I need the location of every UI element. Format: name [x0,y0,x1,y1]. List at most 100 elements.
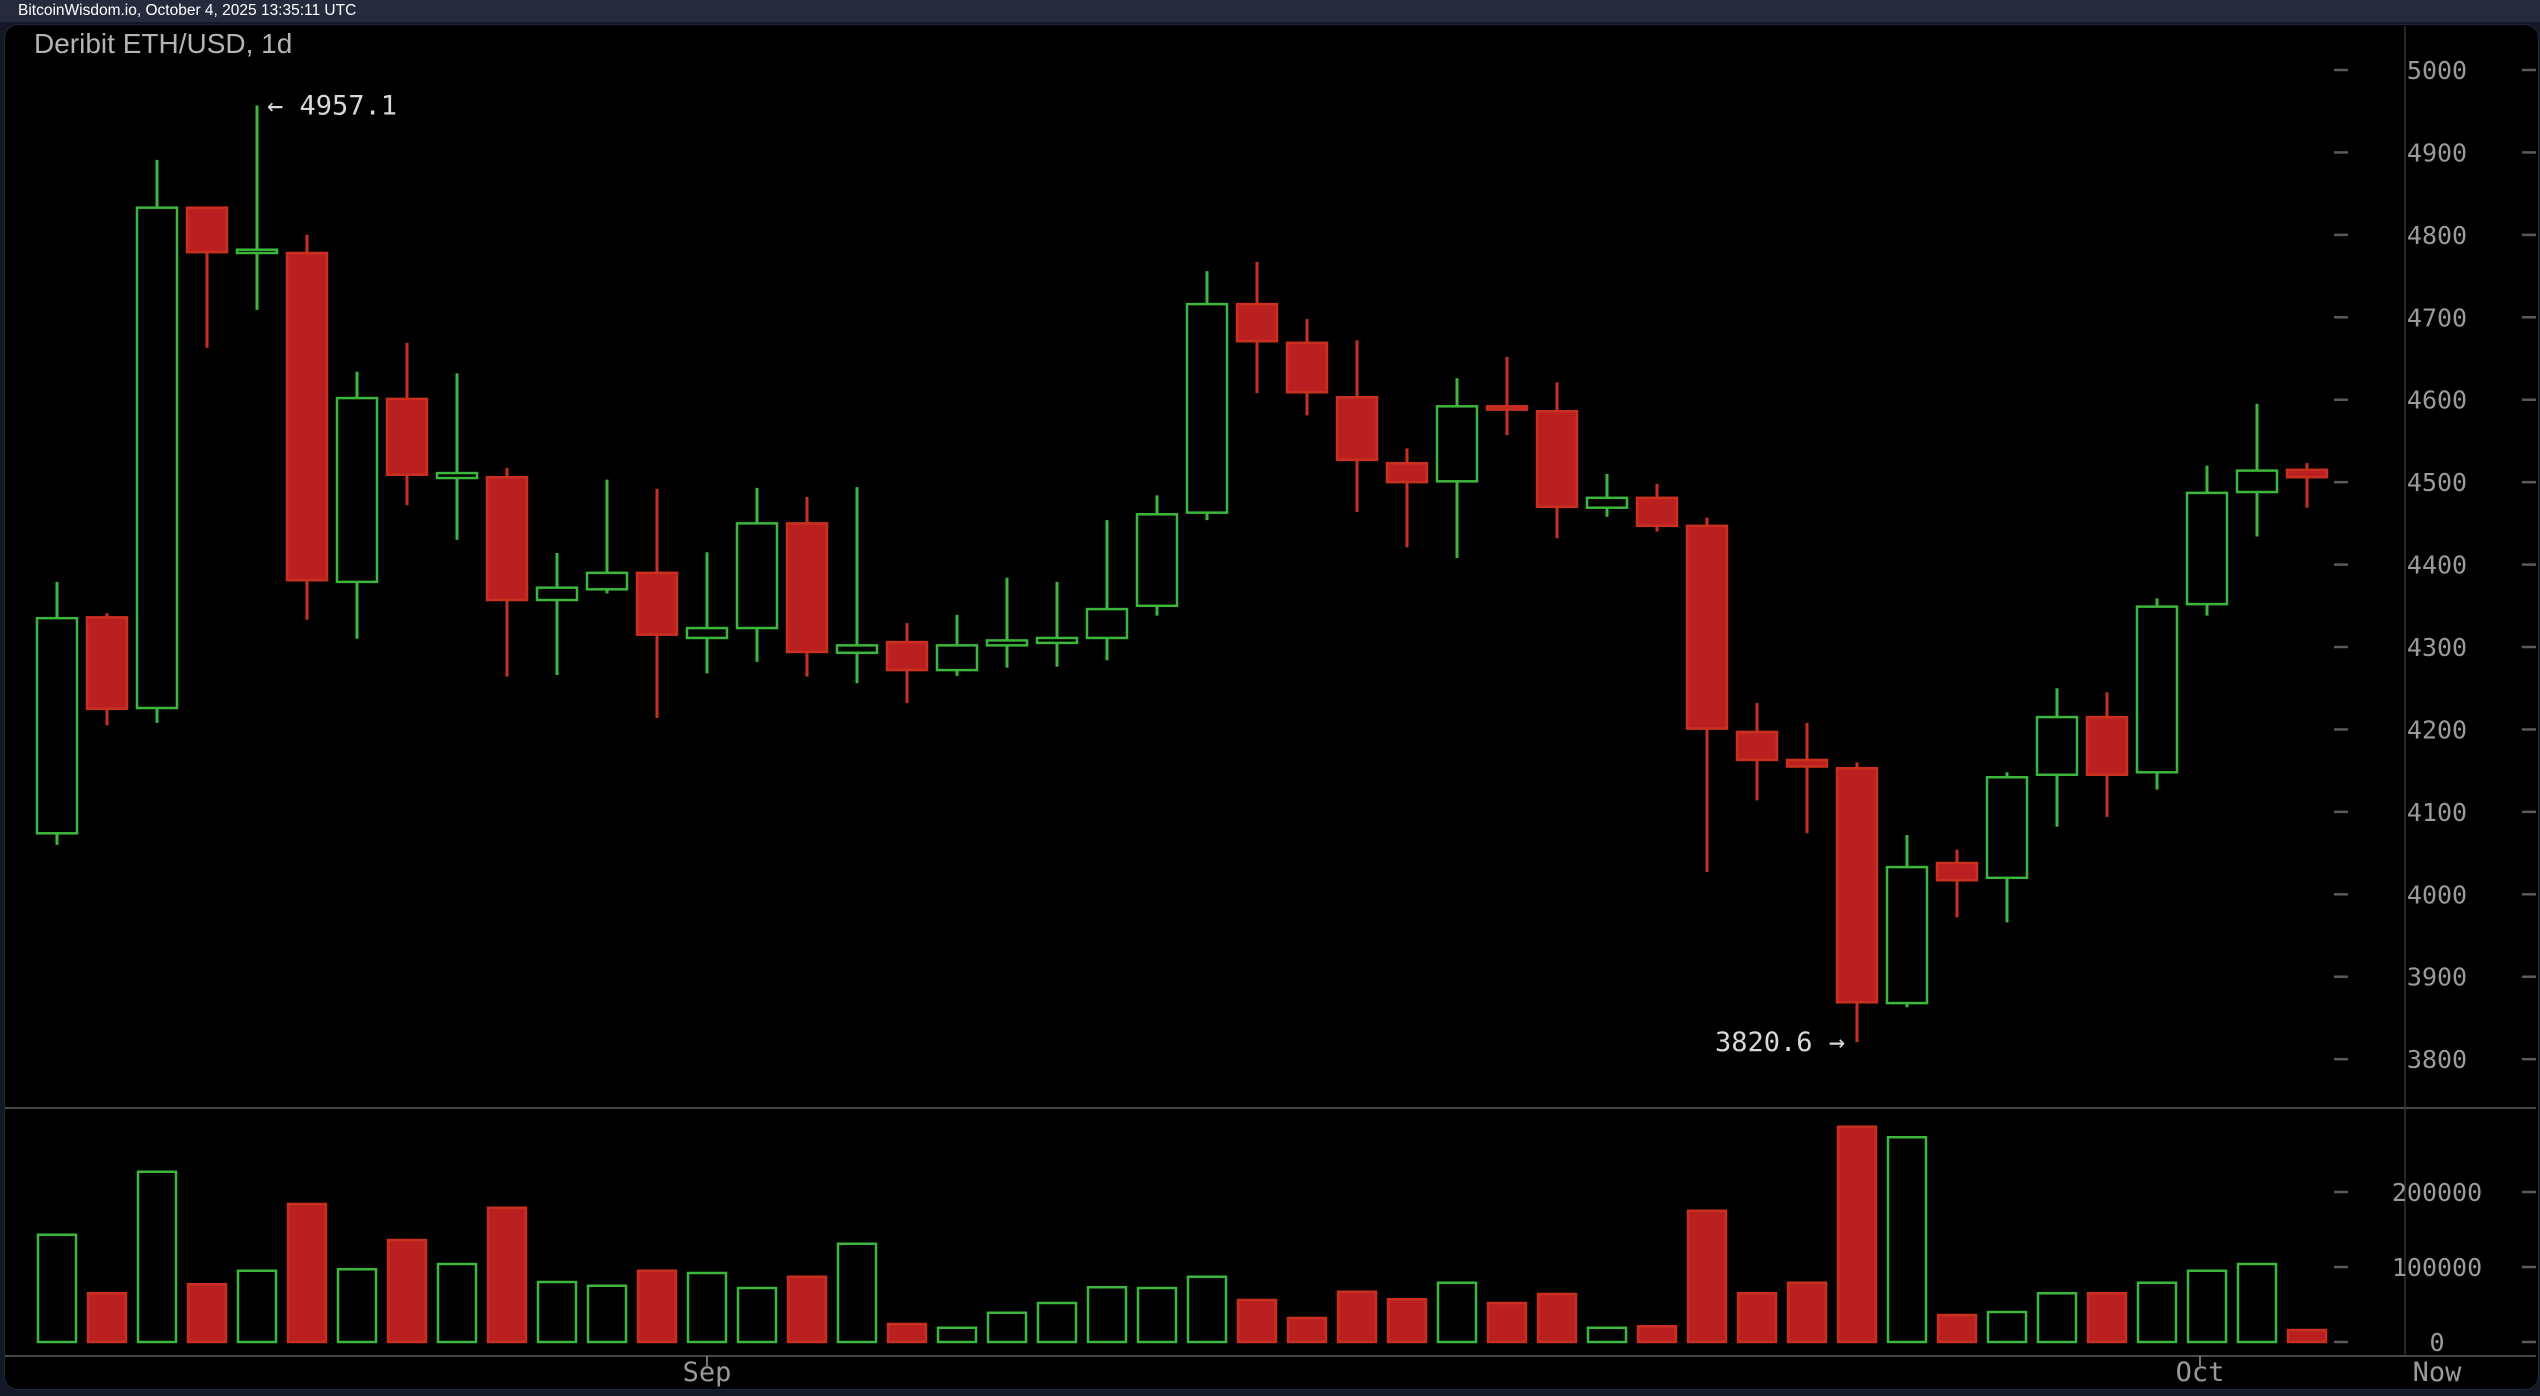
volume-bar[interactable] [486,1206,528,1344]
volume-bar[interactable] [436,1262,478,1344]
candle-body[interactable] [1985,775,2029,880]
candle-body[interactable] [2035,715,2079,777]
candle-body[interactable] [685,626,729,640]
candle-body[interactable] [285,251,329,582]
candle-body[interactable] [1635,496,1679,528]
volume-bar[interactable] [1886,1136,1928,1344]
volume-bar[interactable] [2136,1281,2178,1344]
price-axis-label: 4800 [2407,221,2467,250]
candle-body[interactable] [1235,302,1279,343]
volume-bar[interactable] [1336,1290,1378,1344]
volume-bar[interactable] [886,1322,928,1344]
chart-panel[interactable] [4,24,2539,1390]
candle-body[interactable] [985,639,1029,647]
candle-body[interactable] [2185,491,2229,606]
volume-bar[interactable] [936,1326,978,1344]
candle-body[interactable] [1485,405,1529,411]
candle-body[interactable] [1585,496,1629,509]
candle-body[interactable] [485,475,529,602]
volume-bar[interactable] [1536,1292,1578,1344]
candle-body[interactable] [1835,766,1879,1004]
candle-body[interactable] [135,206,179,710]
candle-body[interactable] [2135,605,2179,774]
candle-body[interactable] [535,586,579,602]
volume-bar[interactable] [786,1275,828,1344]
volume-bar[interactable] [386,1238,428,1344]
candle-body[interactable] [185,206,229,254]
volume-bar[interactable] [1036,1301,1078,1344]
volume-bar[interactable] [36,1233,78,1344]
candle-body[interactable] [935,644,979,672]
volume-bar[interactable] [1586,1326,1628,1344]
volume-bar[interactable] [536,1280,578,1344]
candle-body[interactable] [1185,302,1229,514]
volume-bar[interactable] [1936,1313,1978,1344]
volume-bar[interactable] [1186,1275,1228,1344]
candle-body[interactable] [435,471,479,480]
volume-bar[interactable] [1736,1292,1778,1344]
volume-bar[interactable] [1636,1325,1678,1344]
candle-body[interactable] [2235,469,2279,494]
candle-body[interactable] [1285,341,1329,394]
volume-bar[interactable] [1986,1310,2028,1344]
candle-body[interactable] [1435,405,1479,483]
candle-body[interactable] [885,640,929,672]
volume-bar[interactable] [86,1292,128,1344]
volume-bar[interactable] [1436,1281,1478,1344]
candle-body[interactable] [1785,758,1829,768]
candle-body[interactable] [1685,524,1729,730]
candle-body[interactable] [1735,730,1779,762]
candle-body[interactable] [335,396,379,584]
volume-bar[interactable] [736,1286,778,1344]
candle-body[interactable] [635,571,679,636]
volume-bar[interactable] [136,1170,178,1344]
candle-body[interactable] [1085,607,1129,640]
volume-bar[interactable] [1236,1298,1278,1344]
volume-bar[interactable] [286,1202,328,1344]
candle-body[interactable] [85,616,129,711]
volume-axis-label: 0 [2429,1328,2444,1357]
volume-bar[interactable] [2186,1269,2228,1344]
volume-bar[interactable] [836,1242,878,1344]
candle-body[interactable] [235,248,279,255]
volume-bar[interactable] [236,1269,278,1344]
candle-body[interactable] [1885,865,1929,1005]
volume-bar[interactable] [686,1271,728,1344]
volume-bar[interactable] [586,1284,628,1344]
candle-body[interactable] [1135,513,1179,608]
candle-body[interactable] [1935,861,1979,882]
volume-bar[interactable] [1136,1286,1178,1344]
price-axis-label: 4700 [2407,303,2467,332]
candle-body[interactable] [2085,715,2129,777]
candle-body[interactable] [385,397,429,476]
candle-body[interactable] [785,522,829,654]
volume-bar[interactable] [1686,1209,1728,1344]
volume-bar[interactable] [2086,1292,2128,1344]
candle-body[interactable] [1535,410,1579,509]
volume-bar[interactable] [1786,1281,1828,1344]
volume-bar[interactable] [1286,1316,1328,1344]
volume-bar[interactable] [986,1311,1028,1344]
candle-body[interactable] [1385,461,1429,484]
volume-bar[interactable] [186,1283,228,1344]
volume-bar[interactable] [1836,1125,1878,1344]
candle-body[interactable] [735,522,779,630]
volume-bar[interactable] [1086,1286,1128,1344]
volume-bar[interactable] [2286,1328,2328,1344]
volume-bar[interactable] [2036,1292,2078,1344]
candle-body[interactable] [1035,636,1079,645]
volume-bar[interactable] [636,1269,678,1344]
candle-body[interactable] [1335,395,1379,462]
candle-body[interactable] [35,616,79,835]
volume-bar[interactable] [2236,1262,2278,1344]
header-text: BitcoinWisdom.io, October 4, 2025 13:35:… [18,2,357,19]
volume-bar[interactable] [1386,1298,1428,1344]
volume-bar[interactable] [1486,1301,1528,1344]
candle-body[interactable] [585,571,629,591]
price-axis-label: 4200 [2407,715,2467,744]
volume-bar[interactable] [336,1268,378,1344]
candle-body[interactable] [2285,468,2329,479]
candle-body[interactable] [835,644,879,655]
